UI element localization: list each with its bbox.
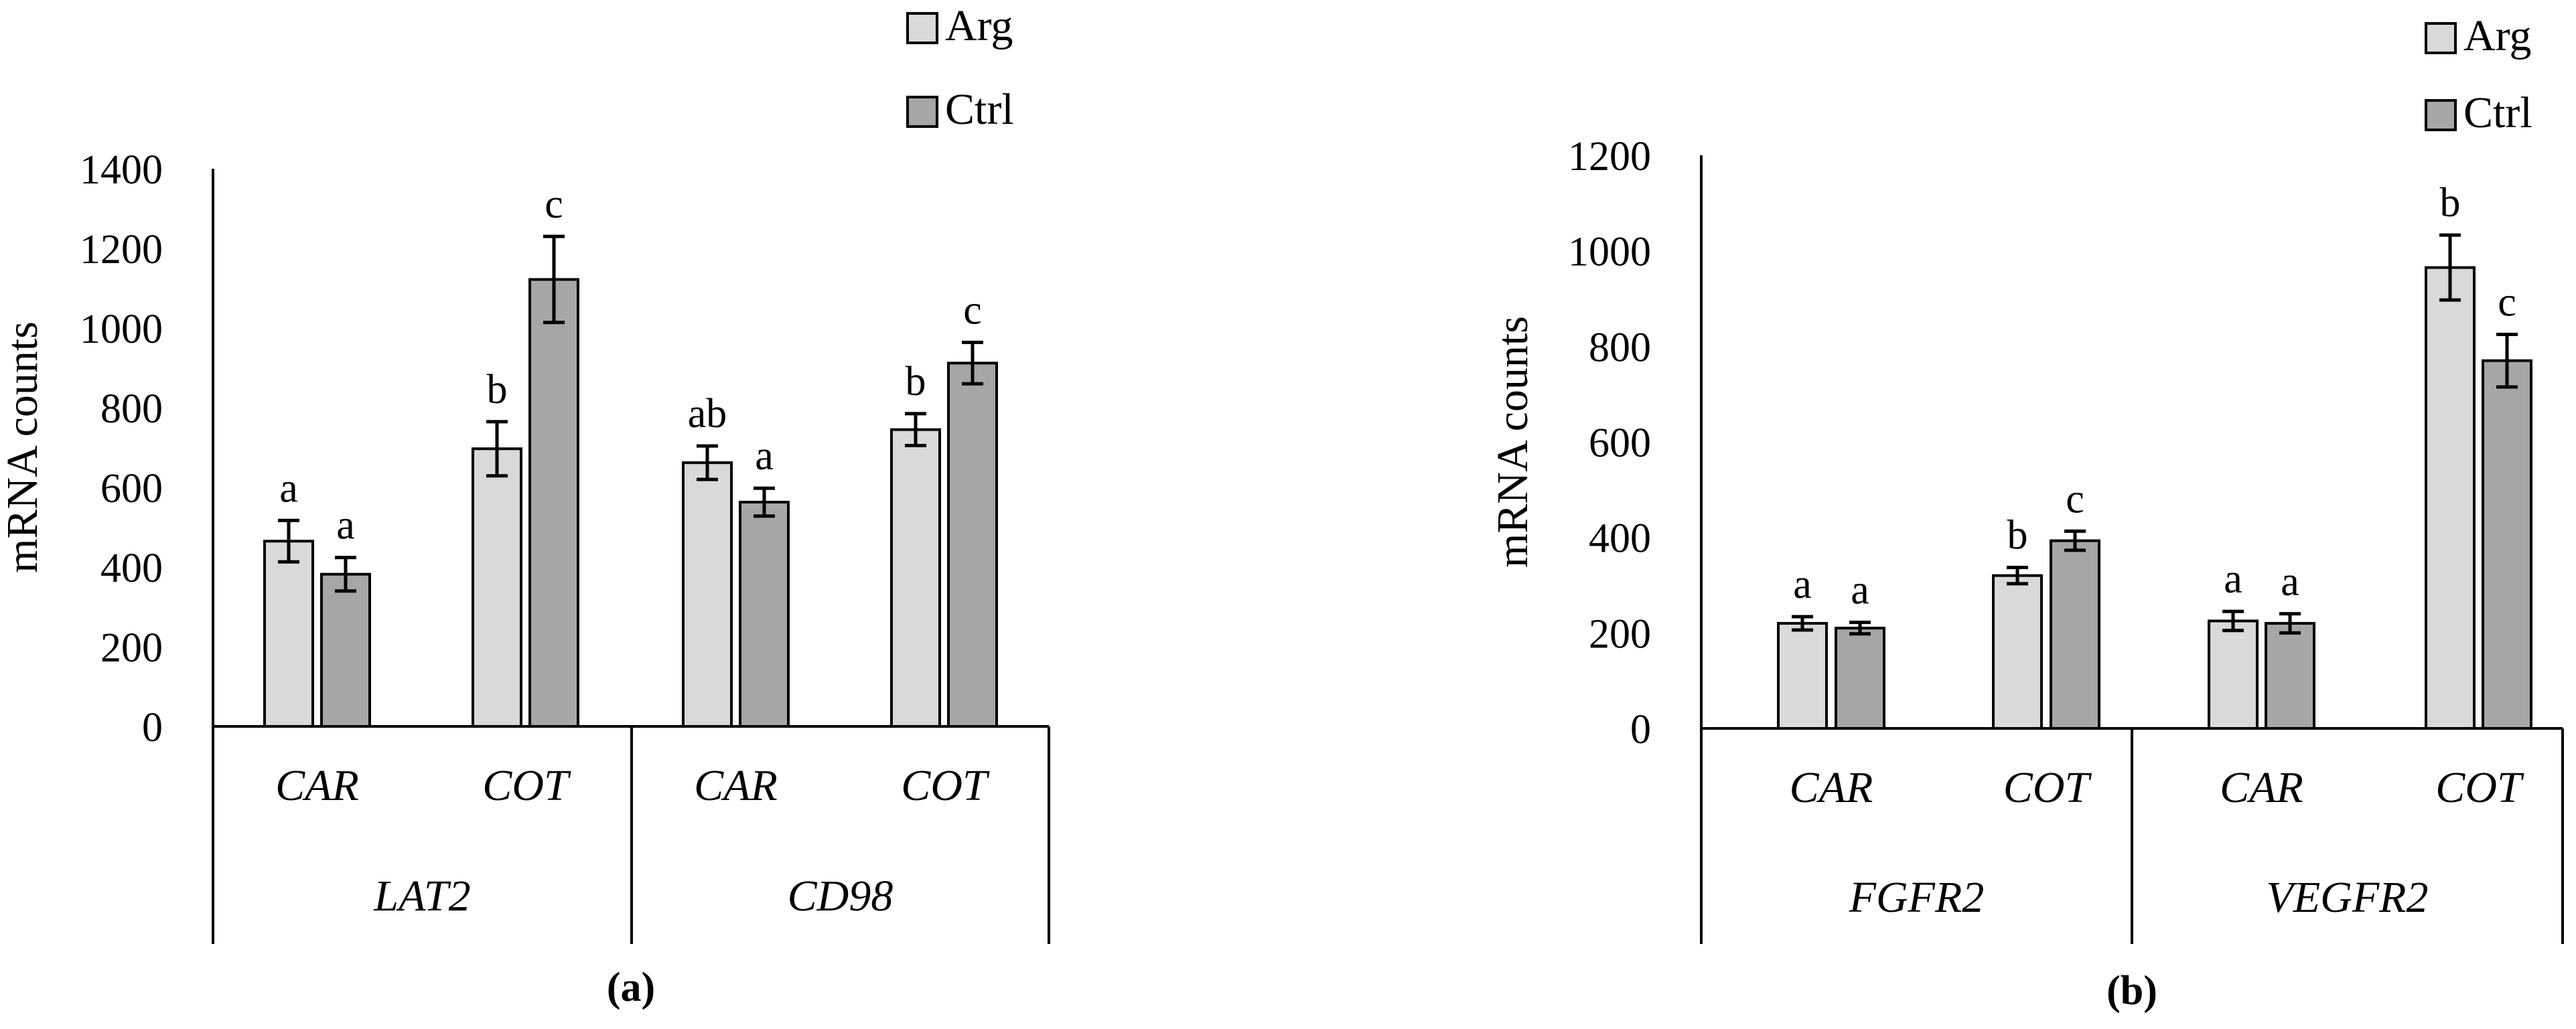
y-tick-label: 600	[100, 466, 163, 511]
y-tick-label: 1000	[1568, 230, 1651, 275]
ctrl-bar	[739, 501, 790, 728]
legend-swatch-ctrl	[906, 96, 938, 128]
significance-letter: b	[2440, 180, 2461, 226]
arg-bar	[1992, 574, 2043, 730]
arg-bar	[2425, 266, 2476, 730]
y-tick-label: 0	[142, 705, 163, 750]
arg-bar	[472, 447, 522, 728]
arg-bar	[682, 461, 733, 728]
y-tick-label: 1400	[80, 147, 163, 193]
y-tick-label: 0	[1630, 707, 1651, 753]
arg-bar	[890, 428, 941, 728]
y-tick-label: 400	[1589, 516, 1651, 562]
y-tick-label: 1000	[80, 307, 163, 352]
category-label: CAR	[1790, 763, 1873, 812]
y-tick-label: 200	[1589, 611, 1651, 657]
group-label: VEGFR2	[2267, 873, 2429, 922]
arg-bar	[263, 540, 314, 728]
category-label: COT	[2435, 763, 2524, 812]
y-tick-label: 200	[100, 625, 163, 671]
significance-letter: c	[2066, 476, 2084, 522]
legend-label-arg: Arg	[945, 1, 1013, 50]
significance-letter: c	[2498, 280, 2516, 325]
significance-letter: c	[545, 181, 563, 227]
ctrl-bar	[1835, 627, 1885, 730]
y-tick-label: 400	[100, 546, 163, 591]
significance-letter: a	[1851, 568, 1869, 613]
y-tick-label: 1200	[80, 227, 163, 272]
legend-swatch-ctrl	[2425, 99, 2457, 131]
group-label: CD98	[788, 872, 893, 921]
y-tick-label: 800	[100, 386, 163, 432]
legend-label-arg: Arg	[2463, 11, 2531, 60]
category-label: CAR	[275, 761, 359, 810]
arg-bar	[1777, 622, 1828, 730]
ctrl-bar	[2050, 539, 2100, 730]
ctrl-bar	[947, 362, 998, 728]
y-axis-title: mRNA counts	[1488, 316, 1537, 568]
category-label: CAR	[2220, 763, 2303, 812]
panel-label: (b)	[2106, 968, 2157, 1014]
significance-letter: a	[755, 433, 774, 479]
significance-letter: b	[2007, 513, 2028, 558]
group-label: LAT2	[373, 872, 470, 921]
ctrl-bar	[320, 572, 371, 728]
y-tick-label: 800	[1589, 325, 1651, 370]
legend-label-ctrl: Ctrl	[945, 85, 1014, 134]
y-axis-title: mRNA counts	[0, 321, 47, 573]
legend-label-ctrl: Ctrl	[2463, 88, 2532, 137]
y-tick-label: 1200	[1568, 134, 1651, 179]
category-label: COT	[2003, 763, 2092, 812]
category-label: COT	[901, 761, 990, 810]
significance-letter: a	[1793, 562, 1812, 607]
significance-letter: a	[336, 503, 355, 548]
panel-label: (a)	[607, 965, 655, 1010]
category-label: COT	[482, 761, 571, 810]
significance-letter: b	[487, 367, 508, 412]
ctrl-bar	[2482, 359, 2532, 730]
ctrl-bar	[2265, 622, 2315, 730]
significance-letter: ab	[688, 391, 727, 437]
significance-letter: b	[906, 359, 926, 404]
significance-letter: a	[2281, 559, 2299, 605]
arg-bar	[2208, 619, 2259, 730]
category-label: CAR	[694, 761, 778, 810]
group-label: FGFR2	[1849, 873, 1985, 922]
legend-swatch-arg	[906, 12, 938, 44]
y-tick-label: 600	[1589, 420, 1651, 466]
ctrl-bar	[528, 278, 579, 728]
significance-letter: a	[279, 465, 298, 511]
significance-letter: c	[963, 287, 982, 333]
legend-swatch-arg	[2425, 22, 2457, 54]
significance-letter: a	[2224, 556, 2242, 602]
